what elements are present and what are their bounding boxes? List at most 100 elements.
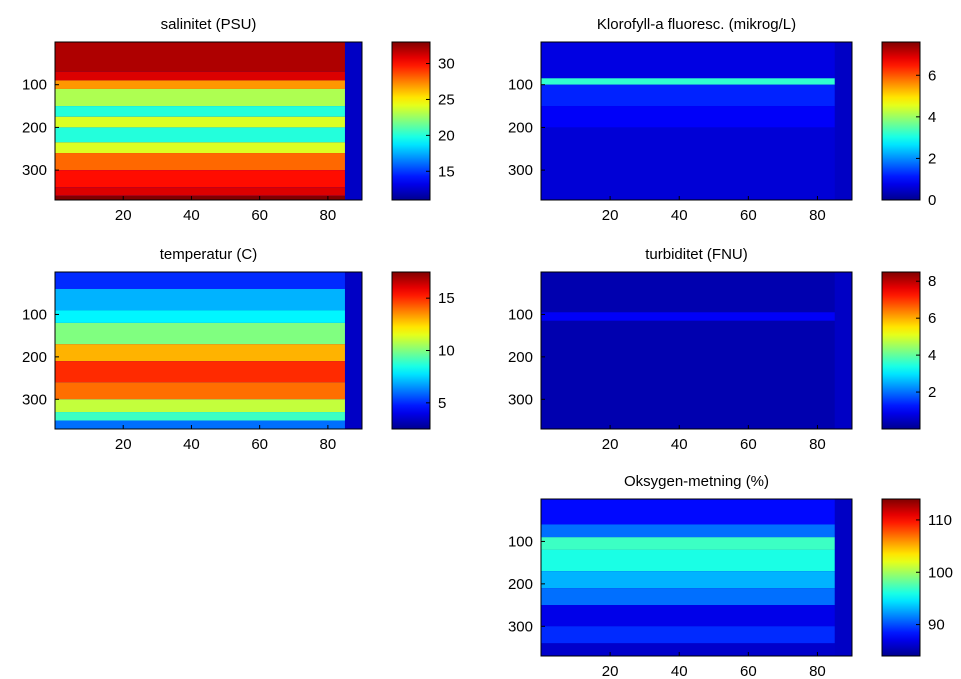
heatmap-band [55, 361, 345, 383]
chart-title: Oksygen-metning (%) [624, 473, 769, 490]
colorbar-tick-label: 25 [438, 91, 455, 108]
heatmap-band [541, 605, 835, 627]
heatmap-band [55, 153, 345, 171]
y-tick-label: 100 [508, 77, 533, 94]
heatmap-band [541, 499, 835, 525]
colorbar-tick-label: 30 [438, 56, 455, 73]
x-tick-label: 20 [602, 663, 619, 679]
chart-title: turbiditet (FNU) [645, 246, 748, 263]
colorbar-tick-label: 0 [928, 192, 936, 209]
panel-2: Klorofyll-a fluoresc. (mikrog/L)20 40 60 80… [508, 16, 936, 224]
heatmap-band [55, 187, 345, 196]
colorbar [881, 271, 921, 430]
heatmap-band [55, 106, 345, 117]
heatmap-band [55, 170, 345, 188]
x-tick-label: 40 [671, 436, 688, 453]
heatmap-band [541, 84, 835, 107]
heatmap-band [55, 420, 345, 429]
colorbar-tick-label: 15 [438, 290, 455, 307]
x-tick-label: 20 [115, 436, 132, 453]
colorbar-tick-label: 20 [438, 127, 455, 144]
axes-frame [54, 41, 363, 201]
colorbar-tick-label: 4 [928, 347, 936, 364]
heatmap-band [55, 310, 345, 323]
y-tick-label: 300 [508, 618, 533, 635]
heatmap-band [55, 382, 345, 400]
colorbar-tick-label: 2 [928, 384, 936, 401]
heatmap-band [55, 71, 345, 81]
x-tick-label: 60 [740, 436, 757, 453]
y-tick-label: 200 [22, 349, 47, 366]
heatmap-band [541, 549, 835, 572]
heatmap-band [541, 127, 835, 200]
heatmap-band [541, 272, 835, 313]
x-tick-label: 40 [183, 207, 200, 224]
axes-frame [540, 498, 853, 657]
axes-frame [540, 271, 853, 430]
x-tick-label: 80 [809, 207, 826, 224]
panel-5: Oksygen-metning (%) 20 40 60 80 100 200 300 90 10… [508, 473, 953, 679]
heatmap-band [541, 524, 835, 538]
panel-3: temperatur (C) 20 40 60 80 100 200 300 5 10 15 [22, 246, 455, 453]
heatmap-band [541, 106, 835, 128]
x-tick-label: 40 [671, 207, 688, 224]
y-tick-label: 200 [508, 119, 533, 136]
heatmap-band [541, 537, 835, 550]
colorbar-tick-label: 110 [928, 512, 952, 529]
y-tick-label: 200 [508, 349, 533, 366]
heatmap-band [541, 571, 835, 589]
heatmap-band [55, 116, 345, 128]
y-tick-label: 300 [22, 391, 47, 408]
heatmap-band [55, 322, 345, 345]
colorbar-tick-label: 6 [928, 67, 936, 84]
y-tick-label: 100 [508, 306, 533, 323]
heatmap-band [55, 399, 345, 413]
heatmap-band [55, 127, 345, 143]
heatmap-band [55, 288, 345, 311]
colorbar-tick-label: 2 [928, 150, 936, 167]
chart-title: Klorofyll-a fluoresc. (mikrog/L) [597, 16, 796, 33]
x-tick-label: 80 [320, 207, 337, 224]
heatmap-band [55, 142, 345, 154]
colorbar-tick-label: 90 [928, 617, 945, 634]
panel-1: salinitet (PSU) 20 40 60 80 100 200 300 15 20 25 30 [22, 16, 455, 224]
y-tick-label: 100 [22, 306, 47, 323]
heatmap-band [55, 80, 345, 89]
x-tick-label: 20 [602, 207, 619, 224]
heatmap-band [55, 412, 345, 421]
y-tick-label: 200 [22, 119, 47, 136]
colorbar-tick-label: 100 [928, 564, 953, 581]
x-tick-label: 60 [740, 207, 757, 224]
heatmap-band [541, 626, 835, 644]
colorbar-tick-label: 6 [928, 310, 936, 327]
colorbar [391, 271, 431, 430]
axes-frame [54, 271, 363, 430]
x-tick-label: 80 [809, 436, 826, 453]
heatmap-band [541, 320, 835, 429]
x-tick-label: 80 [320, 436, 337, 453]
y-tick-label: 300 [508, 162, 533, 179]
colorbar [881, 498, 921, 657]
heatmap-band [55, 88, 345, 107]
y-tick-label: 200 [508, 576, 533, 593]
y-tick-label: 300 [22, 162, 47, 179]
panel-4: turbiditet (FNU) 20 40 60 80 100 200 300 2 4 6 8 [508, 246, 936, 453]
x-tick-label: 80 [809, 663, 826, 679]
heatmap-band [541, 42, 835, 79]
x-tick-label: 40 [671, 663, 688, 679]
x-tick-label: 60 [740, 663, 757, 679]
y-tick-label: 100 [508, 533, 533, 550]
colorbar-tick-label: 5 [438, 395, 446, 412]
axes-frame [540, 41, 853, 201]
heatmap-band [55, 42, 345, 72]
x-tick-label: 20 [115, 207, 132, 224]
colorbar-tick-label: 8 [928, 273, 936, 290]
chart-title: salinitet (PSU) [161, 16, 257, 33]
x-tick-label: 60 [251, 436, 268, 453]
x-tick-label: 20 [602, 436, 619, 453]
chart-title: temperatur (C) [160, 246, 258, 263]
x-tick-label: 40 [183, 436, 200, 453]
heatmap-band [541, 643, 835, 656]
heatmap-band [55, 195, 345, 200]
x-tick-label: 60 [251, 207, 268, 224]
